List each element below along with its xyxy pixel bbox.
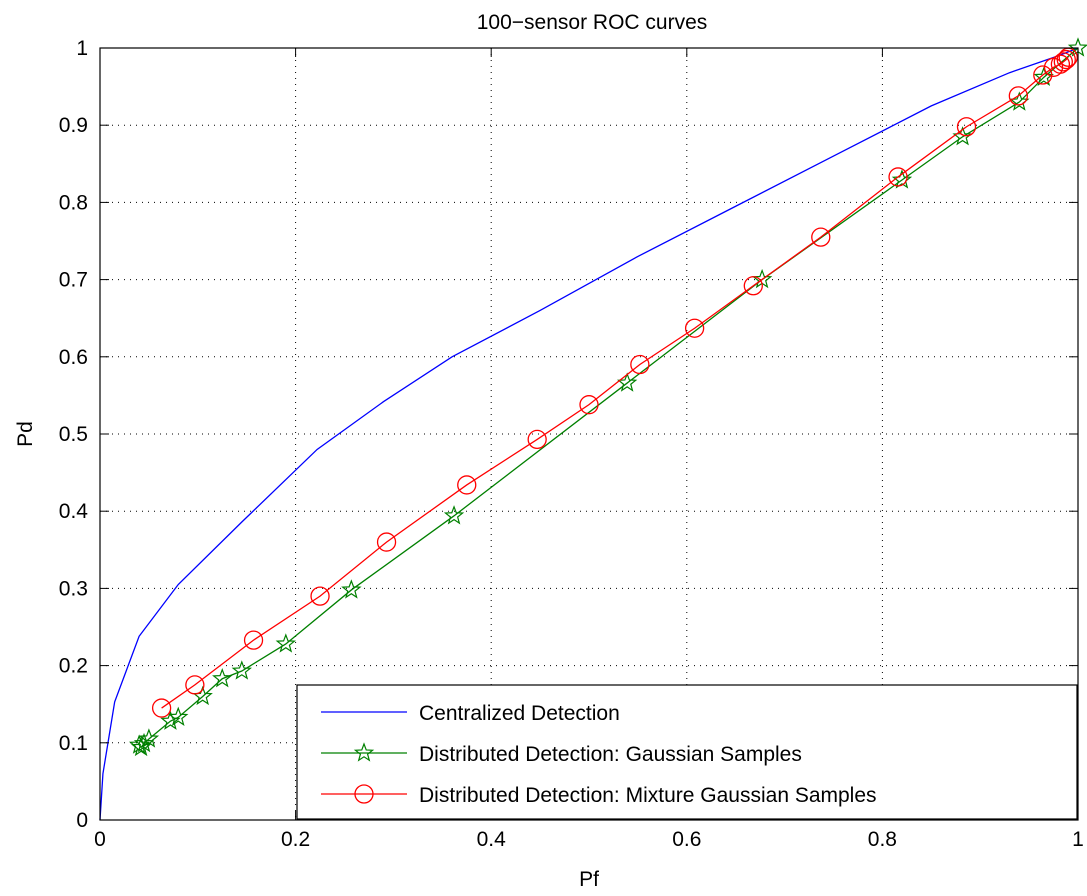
legend-label: Distributed Detection: Gaussian Samples bbox=[419, 743, 802, 766]
data-point-star bbox=[138, 728, 160, 748]
y-tick-label: 1 bbox=[76, 37, 88, 60]
data-point-star bbox=[443, 505, 465, 525]
data-point-circle bbox=[185, 675, 205, 695]
data-point-circle bbox=[811, 227, 831, 247]
series-line bbox=[138, 47, 1079, 749]
axis-ticks: 0 0.2 0.4 0.6 0.8 1 0 0.1 0.2 0.3 0.4 0.5 0.6 0.7 0.8 0… bbox=[59, 37, 1084, 851]
x-tick-label: 0 bbox=[94, 828, 106, 851]
data-point-circle bbox=[956, 117, 977, 137]
y-tick-label: 0.8 bbox=[59, 191, 88, 214]
data-point-star bbox=[275, 633, 296, 653]
legend-entry: Distributed Detection: Gaussian Samples bbox=[321, 742, 802, 766]
y-tick-label: 0.5 bbox=[59, 423, 88, 446]
data-point-circle bbox=[1050, 54, 1071, 74]
legend-label: Centralized Detection bbox=[419, 702, 620, 725]
legend-marker bbox=[354, 784, 374, 804]
data-point-circle bbox=[151, 698, 172, 718]
grid-lines bbox=[100, 48, 1078, 820]
y-tick-label: 0 bbox=[76, 809, 88, 832]
x-tick-label: 1 bbox=[1072, 828, 1084, 851]
x-tick-label: 0.8 bbox=[868, 828, 897, 851]
y-tick-label: 0.4 bbox=[59, 500, 89, 523]
series-0 bbox=[99, 47, 1079, 821]
x-tick-label: 0.4 bbox=[477, 828, 507, 851]
data-point-star bbox=[168, 706, 189, 726]
y-tick-label: 0.7 bbox=[59, 269, 88, 292]
y-tick-label: 0.2 bbox=[59, 655, 88, 678]
data-point-circle bbox=[630, 354, 650, 375]
data-point-circle bbox=[684, 318, 705, 338]
series-line bbox=[99, 47, 1079, 821]
y-axis-label: Pd bbox=[14, 421, 37, 447]
legend-marker bbox=[353, 742, 375, 762]
y-tick-label: 0.1 bbox=[59, 732, 88, 755]
data-point-circle bbox=[1008, 86, 1028, 106]
series-layer bbox=[99, 37, 1087, 821]
data-point-star bbox=[212, 668, 233, 688]
legend: Centralized Detection Distributed Detecti… bbox=[296, 684, 1078, 820]
series-1 bbox=[128, 37, 1087, 757]
y-tick-label: 0.3 bbox=[59, 577, 88, 600]
data-point-circle bbox=[1056, 49, 1076, 70]
legend-entry: Distributed Detection: Mixture Gaussian … bbox=[321, 784, 877, 807]
data-point-circle bbox=[579, 395, 599, 415]
data-point-star bbox=[1033, 66, 1054, 86]
data-point-circle bbox=[243, 630, 264, 650]
data-point-circle bbox=[888, 167, 908, 187]
series-line bbox=[161, 56, 1069, 709]
data-point-circle bbox=[457, 475, 477, 495]
data-point-circle bbox=[376, 532, 397, 552]
data-point-star bbox=[341, 579, 362, 599]
x-tick-label: 0.2 bbox=[281, 828, 310, 851]
series-2 bbox=[151, 47, 1078, 718]
data-point-circle bbox=[743, 276, 763, 296]
legend-box bbox=[296, 684, 1078, 820]
data-point-circle bbox=[527, 429, 547, 450]
data-point-star bbox=[133, 732, 155, 753]
data-point-star bbox=[231, 660, 252, 680]
x-axis-label: Pf bbox=[579, 868, 599, 891]
x-tick-label: 0.6 bbox=[672, 828, 701, 851]
y-tick-label: 0.9 bbox=[59, 114, 88, 137]
data-point-circle bbox=[1033, 65, 1053, 85]
data-point-circle bbox=[1053, 52, 1073, 72]
chart-title: 100−sensor ROC curves bbox=[477, 11, 708, 34]
legend-entry: Centralized Detection bbox=[321, 702, 620, 725]
data-point-star bbox=[891, 169, 913, 189]
data-point-star bbox=[160, 710, 181, 730]
y-tick-label: 0.6 bbox=[59, 346, 88, 369]
legend-label: Distributed Detection: Mixture Gaussian … bbox=[419, 784, 877, 807]
data-point-circle bbox=[310, 586, 330, 606]
